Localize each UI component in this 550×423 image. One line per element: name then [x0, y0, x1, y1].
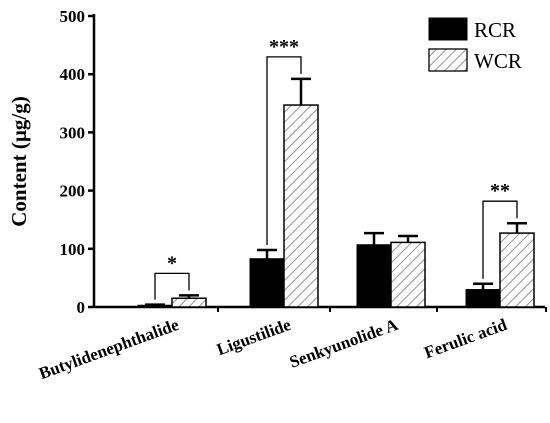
bar-wcr	[283, 104, 319, 308]
significance-bracket	[154, 272, 190, 300]
y-tick-label: 400	[60, 65, 86, 84]
x-tick-label: Senkyunolide A	[287, 315, 401, 372]
legend-swatch-wcr	[428, 48, 468, 72]
y-tick-label: 500	[60, 7, 86, 26]
bar-wcr	[171, 297, 207, 308]
significance-label: *	[167, 252, 177, 274]
y-axis-title: Content (µg/g)	[7, 96, 31, 227]
legend-swatch-rcr	[428, 17, 468, 41]
x-tick-label: Ligustilide	[214, 315, 294, 360]
y-tick-label: 200	[60, 182, 86, 201]
bar-wcr	[499, 232, 535, 308]
significance-label: **	[490, 180, 510, 202]
significance-label: ***	[269, 36, 299, 58]
bar-rcr	[249, 258, 285, 308]
y-tick-label: 0	[77, 298, 86, 317]
legend-label-rcr: RCR	[474, 18, 516, 42]
bar-rcr	[465, 289, 501, 308]
y-tick-label: 100	[60, 240, 86, 259]
bar-wcr	[390, 241, 426, 308]
legend-label-wcr: WCR	[474, 49, 522, 73]
significance-bracket	[482, 200, 518, 279]
y-tick-label: 300	[60, 123, 86, 142]
bar-rcr	[356, 244, 392, 308]
x-tick-label: Ferulic acid	[422, 315, 510, 363]
significance-bracket	[266, 56, 302, 245]
x-tick-label: Butylidenephthalide	[36, 315, 181, 383]
